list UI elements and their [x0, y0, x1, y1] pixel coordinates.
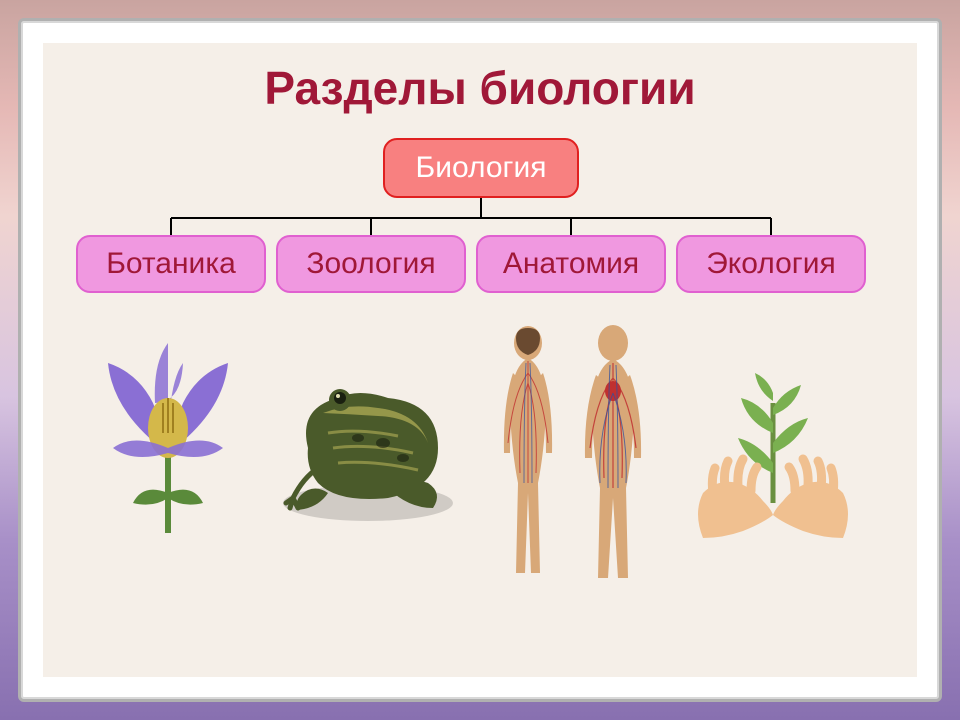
branch-label: Анатомия — [503, 247, 639, 281]
background-gradient: Разделы биологии Биология Ботаника Зооло… — [0, 0, 960, 720]
inner-panel: Разделы биологии Биология Ботаника Зооло… — [43, 43, 917, 677]
root-node-label: Биология — [416, 151, 547, 185]
human-anatomy-icon — [483, 323, 663, 583]
flower-icon — [83, 333, 253, 533]
branch-anatomy: Анатомия — [476, 235, 666, 293]
outer-frame: Разделы биологии Биология Ботаника Зооло… — [18, 18, 942, 702]
root-node-biology: Биология — [383, 138, 579, 198]
branch-label: Ботаника — [106, 247, 236, 281]
branch-botany: Ботаника — [76, 235, 266, 293]
frog-icon — [268, 348, 468, 528]
page-title: Разделы биологии — [43, 61, 917, 115]
branch-label: Экология — [706, 247, 836, 281]
plant-hands-icon — [683, 343, 863, 543]
branch-zoology: Зоология — [276, 235, 466, 293]
branch-label: Зоология — [306, 247, 435, 281]
branch-ecology: Экология — [676, 235, 866, 293]
